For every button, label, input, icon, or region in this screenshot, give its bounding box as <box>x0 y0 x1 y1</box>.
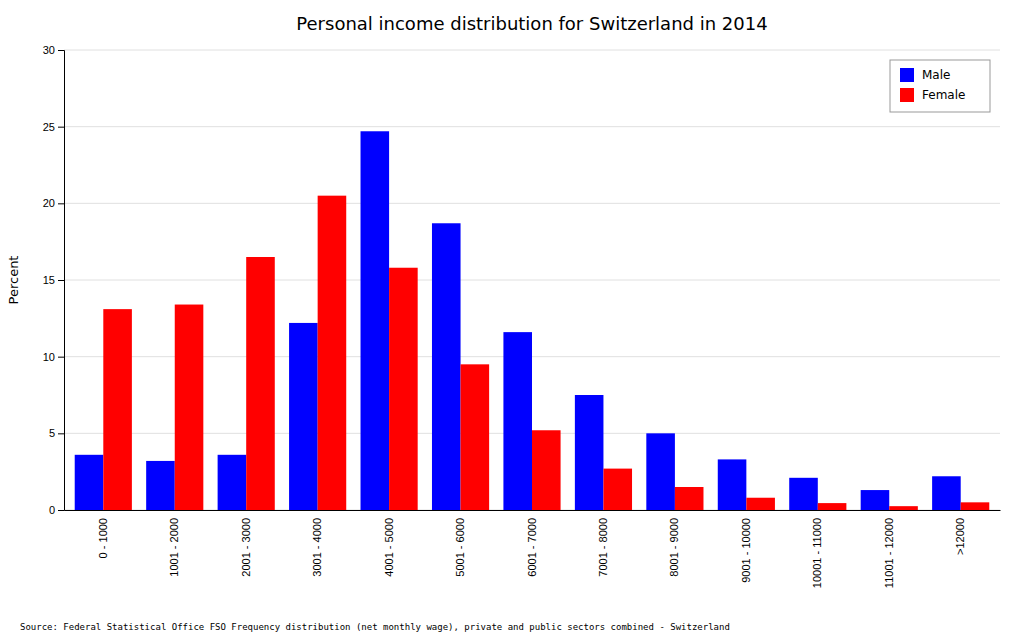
x-tick: 1001 - 2000 <box>168 518 180 577</box>
grid-line <box>64 126 1000 127</box>
y-tick-label: 30 <box>43 44 55 56</box>
legend: Male Female <box>890 60 990 112</box>
x-tick-label: >12000 <box>954 518 966 555</box>
y-tick: 15 <box>43 274 64 286</box>
x-tick: 6001 - 7000 <box>526 518 538 577</box>
x-tick-label: 3001 - 4000 <box>311 518 323 577</box>
bar <box>146 461 175 510</box>
bar <box>503 332 532 510</box>
bar <box>575 395 604 510</box>
x-tick-label: 0 - 1000 <box>97 518 109 558</box>
bar <box>932 476 961 510</box>
y-tick-mark <box>58 510 64 511</box>
y-axis-line <box>58 51 65 511</box>
source-note: Source: Federal Statistical Office FSO F… <box>20 622 730 632</box>
x-tick: 5001 - 6000 <box>454 518 466 577</box>
legend-swatch <box>900 88 914 102</box>
y-tick-label: 20 <box>43 197 55 209</box>
legend-swatch <box>900 68 914 82</box>
grid-line <box>64 203 1000 204</box>
y-axis-title: Percent <box>6 256 21 305</box>
x-tick: 2001 - 3000 <box>240 518 252 577</box>
x-tick-label: 5001 - 6000 <box>454 518 466 577</box>
legend-item: Female <box>900 88 965 102</box>
bar <box>889 506 918 510</box>
x-tick: 4001 - 5000 <box>383 518 395 577</box>
y-tick: 0 <box>49 504 64 516</box>
grid-line <box>64 50 1000 51</box>
legend-frame <box>890 60 990 112</box>
y-tick-label: 5 <box>49 427 55 439</box>
x-tick: 10001 - 11000 <box>811 518 823 588</box>
grid <box>64 50 1000 510</box>
x-tick-label: 8001 - 9000 <box>668 518 680 577</box>
y-tick-label: 0 <box>49 504 55 516</box>
y-tick: 20 <box>43 197 64 209</box>
y-tick-label: 25 <box>43 121 55 133</box>
bar <box>361 131 390 510</box>
bar <box>789 478 818 510</box>
bar <box>389 268 418 510</box>
bar <box>246 257 275 510</box>
bar <box>818 503 847 510</box>
x-tick-label: 1001 - 2000 <box>168 518 180 577</box>
x-tick: 0 - 1000 <box>97 518 109 558</box>
bar-series <box>75 131 961 510</box>
y-tick: 25 <box>43 121 64 133</box>
y-tick: 30 <box>43 44 64 56</box>
bar <box>103 309 132 510</box>
bar <box>961 502 990 510</box>
y-tick-mark <box>58 357 64 358</box>
y-tick-mark <box>58 280 64 281</box>
chart: 0 5 10 15 20 25 30 0 - 1000 1001 - 2000 2001 - 30… <box>0 0 1024 640</box>
bar <box>532 430 561 510</box>
x-tick-label: 10001 - 11000 <box>811 518 823 588</box>
legend-label: Male <box>922 68 950 82</box>
bar <box>746 498 775 510</box>
bar-series <box>103 196 989 510</box>
bar <box>461 364 490 510</box>
bar <box>861 490 890 510</box>
y-tick-mark <box>58 50 64 51</box>
bar <box>646 433 675 510</box>
x-tick: 9001 - 10000 <box>740 518 752 583</box>
x-tick: 11001 - 12000 <box>883 518 895 588</box>
bar <box>218 455 247 510</box>
bar <box>432 223 461 510</box>
bar <box>318 196 347 510</box>
x-tick-label: 11001 - 12000 <box>883 518 895 588</box>
y-tick-label: 10 <box>43 351 55 363</box>
x-tick-label: 4001 - 5000 <box>383 518 395 577</box>
grid-line <box>64 280 1000 281</box>
title: Personal income distribution for Switzer… <box>296 13 767 34</box>
bars <box>75 131 990 510</box>
bar <box>175 305 204 510</box>
bar <box>75 455 104 510</box>
bar <box>289 323 318 510</box>
x-tick-label: 7001 - 8000 <box>597 518 609 577</box>
y-tick-mark <box>58 433 64 434</box>
x-tick-label: 9001 - 10000 <box>740 518 752 583</box>
bar <box>675 487 704 510</box>
x-tick: 8001 - 9000 <box>668 518 680 577</box>
y-tick-mark <box>58 127 64 128</box>
y-axis: 0 5 10 15 20 25 30 <box>43 44 65 516</box>
x-axis: 0 - 1000 1001 - 2000 2001 - 3000 3001 - 400… <box>65 511 1001 589</box>
bar <box>718 459 747 510</box>
y-tick-mark <box>58 203 64 204</box>
bar <box>603 469 632 510</box>
y-tick-label: 15 <box>43 274 55 286</box>
legend-label: Female <box>922 88 965 102</box>
x-tick: 7001 - 8000 <box>597 518 609 577</box>
x-tick-label: 6001 - 7000 <box>526 518 538 577</box>
x-tick: >12000 <box>954 518 966 555</box>
x-axis-line <box>65 510 1001 511</box>
x-tick-label: 2001 - 3000 <box>240 518 252 577</box>
x-tick: 3001 - 4000 <box>311 518 323 577</box>
y-tick: 5 <box>49 427 64 439</box>
plot: 0 5 10 15 20 25 30 0 - 1000 1001 - 2000 2001 - 30… <box>43 44 1001 588</box>
y-tick: 10 <box>43 351 64 363</box>
legend-item: Male <box>900 68 950 82</box>
